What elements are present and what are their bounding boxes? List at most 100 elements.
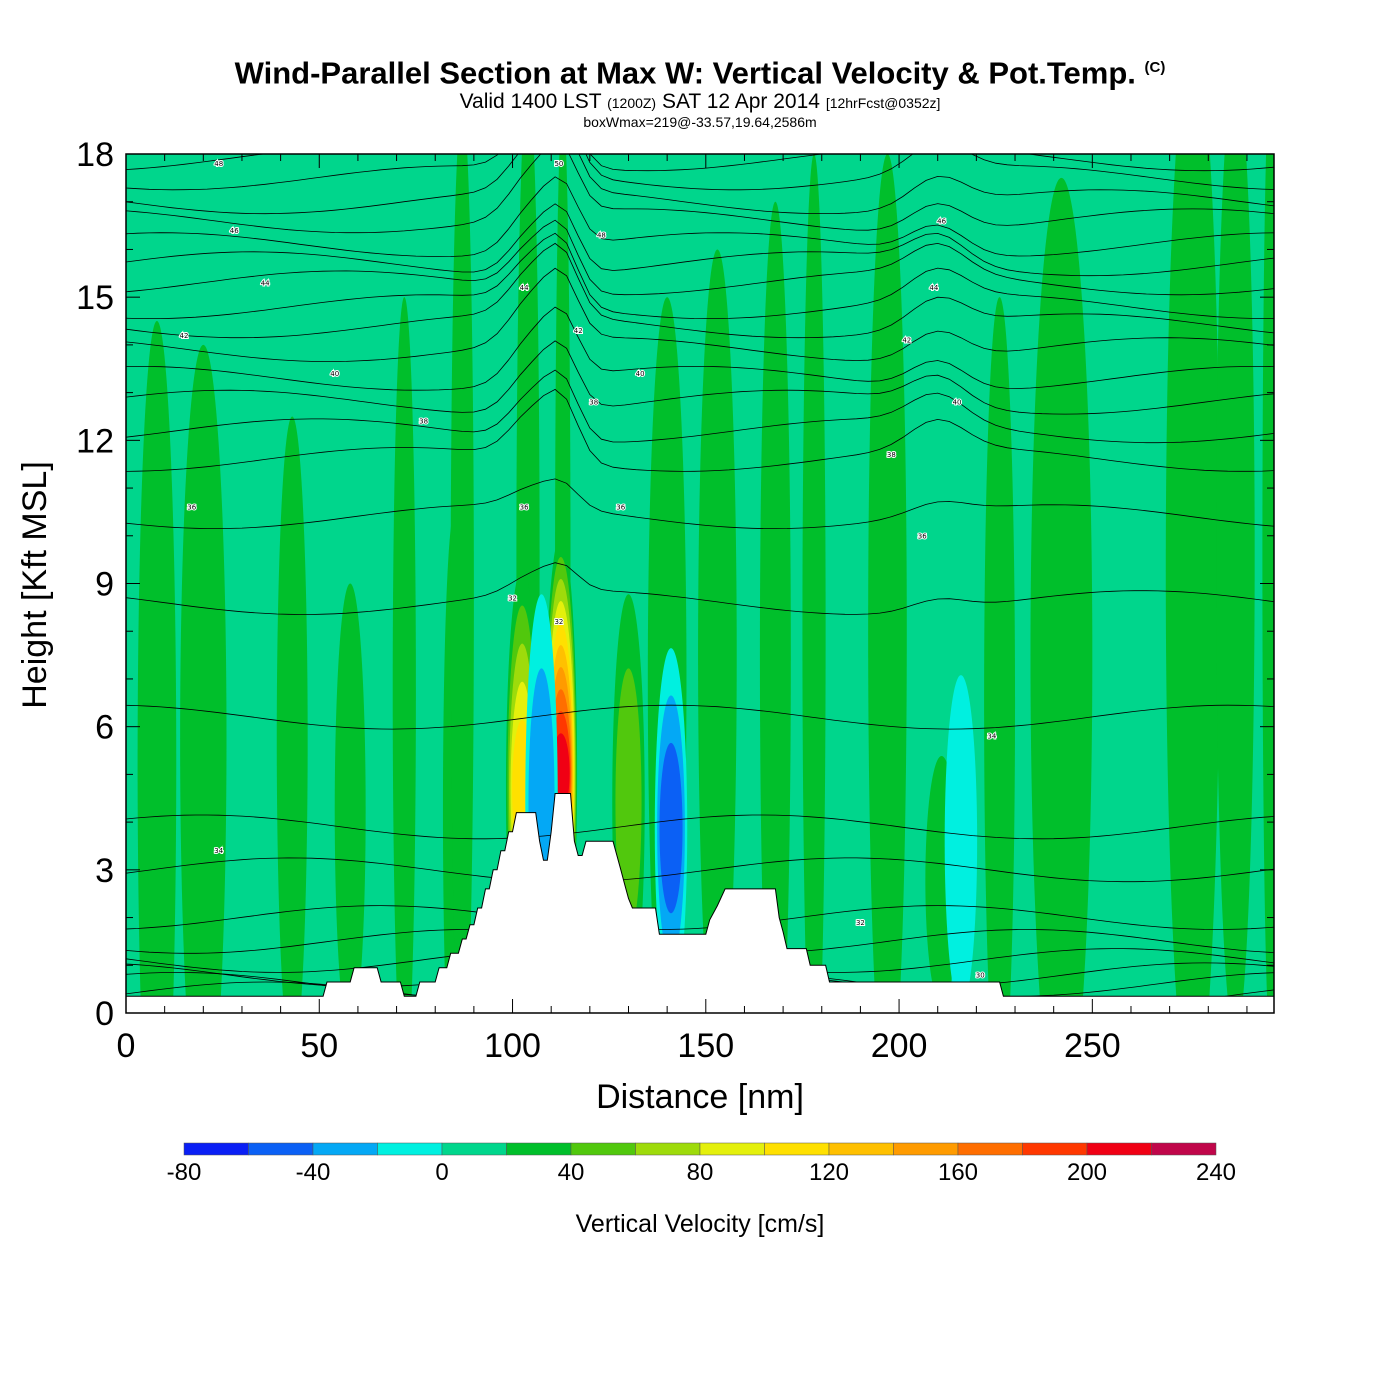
isentrope-label: 34	[987, 733, 996, 741]
colorbar-swatch	[183, 1142, 249, 1156]
colorbar-swatch	[1022, 1142, 1088, 1156]
isentrope-label: 40	[330, 370, 339, 378]
colorbar-swatch	[1151, 1142, 1217, 1156]
streak-4	[392, 297, 416, 1013]
streak-1	[180, 345, 227, 1013]
colorbar-swatch	[1086, 1142, 1152, 1156]
colorbar-tick-label: 120	[809, 1159, 849, 1186]
y-tick-label: 3	[95, 852, 114, 890]
colorbar-tick-label: 80	[687, 1159, 714, 1186]
isentrope-17	[126, 232, 1274, 319]
streak-0	[137, 321, 177, 1013]
y-tick-label: 12	[76, 422, 114, 460]
isentrope-label: 36	[616, 504, 625, 512]
streak-17	[1216, 154, 1255, 1013]
colorbar-swatch	[764, 1142, 830, 1156]
isentrope-label: 36	[520, 504, 529, 512]
isentrope-label: 38	[419, 418, 428, 426]
colorbar-tick-label: -80	[167, 1159, 202, 1186]
colorbar-swatch	[635, 1142, 701, 1156]
isentrope-20	[126, 176, 1274, 258]
isentrope-5	[126, 905, 1274, 930]
isentrope-label: 44	[929, 284, 938, 292]
isentrope-label: 30	[976, 971, 985, 979]
plot-area: 48 46 44 42 40 38 36 34 50 48 44 42 40 38 36 36 32 32 46 44…	[126, 154, 1274, 1013]
streak-16	[1165, 154, 1220, 1013]
plot-frame	[125, 153, 1275, 1014]
valid-time-line: Valid 1400 LST (1200Z) SAT 12 Apr 2014 […	[0, 91, 1400, 114]
colorbar-swatch	[506, 1142, 572, 1156]
isentrope-label: 36	[187, 504, 196, 512]
streak-2	[276, 416, 308, 1013]
streak-11	[759, 201, 791, 1013]
isentrope-label: 48	[214, 160, 223, 168]
isentrope-7	[126, 814, 1274, 840]
colorbar-title: Vertical Velocity [cm/s]	[576, 1210, 825, 1238]
streak-10	[698, 249, 737, 1013]
x-tick-label: 50	[300, 1027, 338, 1065]
isentrope-14	[126, 306, 1274, 391]
isentrope-label: 42	[902, 337, 911, 345]
valid-utc: (1200Z)	[607, 95, 657, 112]
colorbar-tick-label: 160	[938, 1159, 978, 1186]
isentrope-15	[126, 267, 1274, 362]
terrain	[126, 793, 1274, 1013]
y-tick-label: 9	[95, 566, 114, 604]
x-tick-label: 0	[117, 1027, 136, 1065]
isentrope-13	[126, 340, 1274, 415]
isentrope-22	[126, 154, 1274, 215]
updraft-core-2-level-1	[615, 668, 642, 936]
streak-6	[450, 154, 474, 1013]
valid-date: SAT 12 Apr 2014	[661, 90, 820, 114]
colorbar	[183, 1142, 1217, 1156]
isentrope-6	[126, 857, 1274, 883]
isentrope-8	[126, 704, 1274, 730]
colorbar-swatch	[570, 1142, 636, 1156]
isentrope-label: 48	[597, 232, 606, 240]
isentrope-12	[126, 369, 1274, 444]
isentrope-16	[126, 242, 1274, 339]
isentrope-label: 42	[180, 332, 189, 340]
colorbar-tick-label: 40	[558, 1159, 585, 1186]
x-tick-label: 250	[1064, 1027, 1121, 1065]
streak-12	[802, 154, 826, 1013]
chart-title: Wind-Parallel Section at Max W: Vertical…	[0, 50, 1400, 91]
colorbar-swatch	[312, 1142, 378, 1156]
isentropes	[126, 154, 1274, 1007]
x-axis-title: Distance [nm]	[596, 1078, 804, 1116]
isentrope-24	[126, 154, 1274, 172]
y-tick-label: 18	[76, 136, 114, 174]
colorbar-tick-label: -40	[296, 1159, 331, 1186]
valid-prefix: Valid 1400 LST	[459, 90, 602, 114]
isentrope-label: 40	[953, 399, 962, 407]
isentrope-19	[126, 203, 1274, 277]
isentrope-label: 38	[589, 399, 598, 407]
isentrope-18	[126, 219, 1274, 296]
x-tick-label: 100	[484, 1027, 541, 1065]
isentrope-label: 44	[261, 279, 270, 287]
isentrope-label: 50	[554, 160, 563, 168]
forecast-info: [12hrFcst@0352z]	[825, 95, 941, 112]
isentrope-11	[126, 388, 1274, 472]
colorbar-tick-label: 0	[435, 1159, 448, 1186]
x-tick-label: 150	[677, 1027, 734, 1065]
y-axis-title: Height [Kft MSL]	[16, 461, 54, 709]
isentrope-label: 32	[508, 594, 517, 602]
streak-14	[984, 297, 1016, 1013]
colorbar-swatch	[957, 1142, 1023, 1156]
isentrope-label: 32	[856, 919, 865, 927]
isentrope-label: 42	[574, 327, 583, 335]
y-tick-labels: 0 3 6 9 12 15 18	[76, 136, 114, 1033]
colorbar-swatch	[699, 1142, 765, 1156]
isentrope-label: 46	[937, 217, 946, 225]
colorbar-swatch	[828, 1142, 894, 1156]
box-wmax-line: boxWmax=219@-33.57,19.64,2586m	[583, 114, 817, 131]
y-tick-label: 0	[95, 995, 114, 1033]
streak-15	[1030, 178, 1093, 1013]
isentrope-label: 46	[230, 227, 239, 235]
x-tick-label: 200	[871, 1027, 928, 1065]
isentrope-label: 36	[918, 532, 927, 540]
isentrope-labels: 48 46 44 42 40 38 36 34 50 48 44 42 40 38 36 36 32 32 46 44…	[179, 159, 998, 980]
isentrope-label: 38	[887, 451, 896, 459]
title-text: Wind-Parallel Section at Max W: Vertical…	[234, 55, 1136, 91]
